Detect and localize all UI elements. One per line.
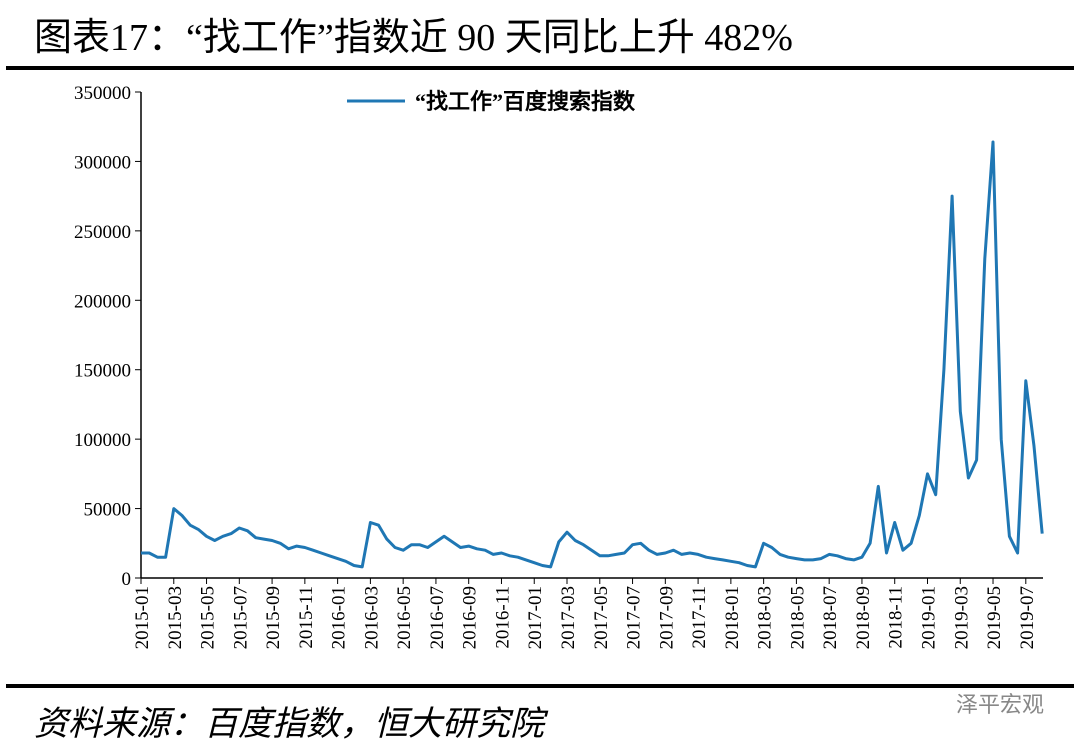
x-tick-label: 2015-01 [132,586,153,649]
x-tick-label: 2019-07 [1017,586,1038,649]
x-tick-label: 2019-01 [918,586,939,649]
x-tick-label: 2017-09 [656,586,677,649]
y-tick-label: 50000 [84,500,132,521]
legend-label: “找工作”百度搜索指数 [415,89,636,114]
x-tick-label: 2015-05 [198,586,219,649]
x-tick-label: 2018-05 [787,586,808,649]
x-tick-label: 2017-11 [689,586,710,649]
y-tick-label: 150000 [74,361,131,382]
x-tick-label: 2016-07 [427,586,448,649]
x-tick-label: 2016-09 [460,586,481,649]
x-tick-label: 2018-03 [755,586,776,649]
x-tick-label: 2016-01 [329,586,350,649]
y-tick-label: 350000 [74,83,131,104]
y-tick-label: 0 [122,569,132,590]
x-tick-label: 2015-03 [165,586,186,649]
x-tick-label: 2018-09 [853,586,874,649]
x-tick-label: 2018-07 [820,586,841,649]
y-tick-label: 100000 [74,430,131,451]
x-tick-label: 2018-01 [722,586,743,649]
source: 资料来源：百度指数，恒大研究院 [34,706,549,743]
y-tick-label: 300000 [74,152,131,173]
chart-title: 图表17：“找工作”指数近 90 天同比上升 482% [34,17,793,59]
watermark: 泽平宏观 [956,693,1044,718]
x-tick-label: 2017-05 [591,586,612,649]
top-rule [6,66,1074,70]
y-tick-label: 200000 [74,291,131,312]
x-tick-label: 2015-09 [263,586,284,649]
x-tick-label: 2019-05 [984,586,1005,649]
x-tick-label: 2017-01 [525,586,546,649]
x-tick-label: 2015-11 [296,586,317,649]
y-tick-label: 250000 [74,222,131,243]
x-tick-label: 2015-07 [230,586,251,649]
x-tick-label: 2018-11 [886,586,907,649]
bottom-rule [6,684,1074,688]
x-tick-label: 2016-11 [492,586,513,649]
x-tick-label: 2017-03 [558,586,579,649]
x-tick-label: 2017-07 [624,586,645,649]
x-tick-label: 2016-03 [361,586,382,649]
x-tick-label: 2019-03 [951,586,972,649]
data-line [141,140,1044,569]
x-tick-label: 2016-05 [394,586,415,649]
